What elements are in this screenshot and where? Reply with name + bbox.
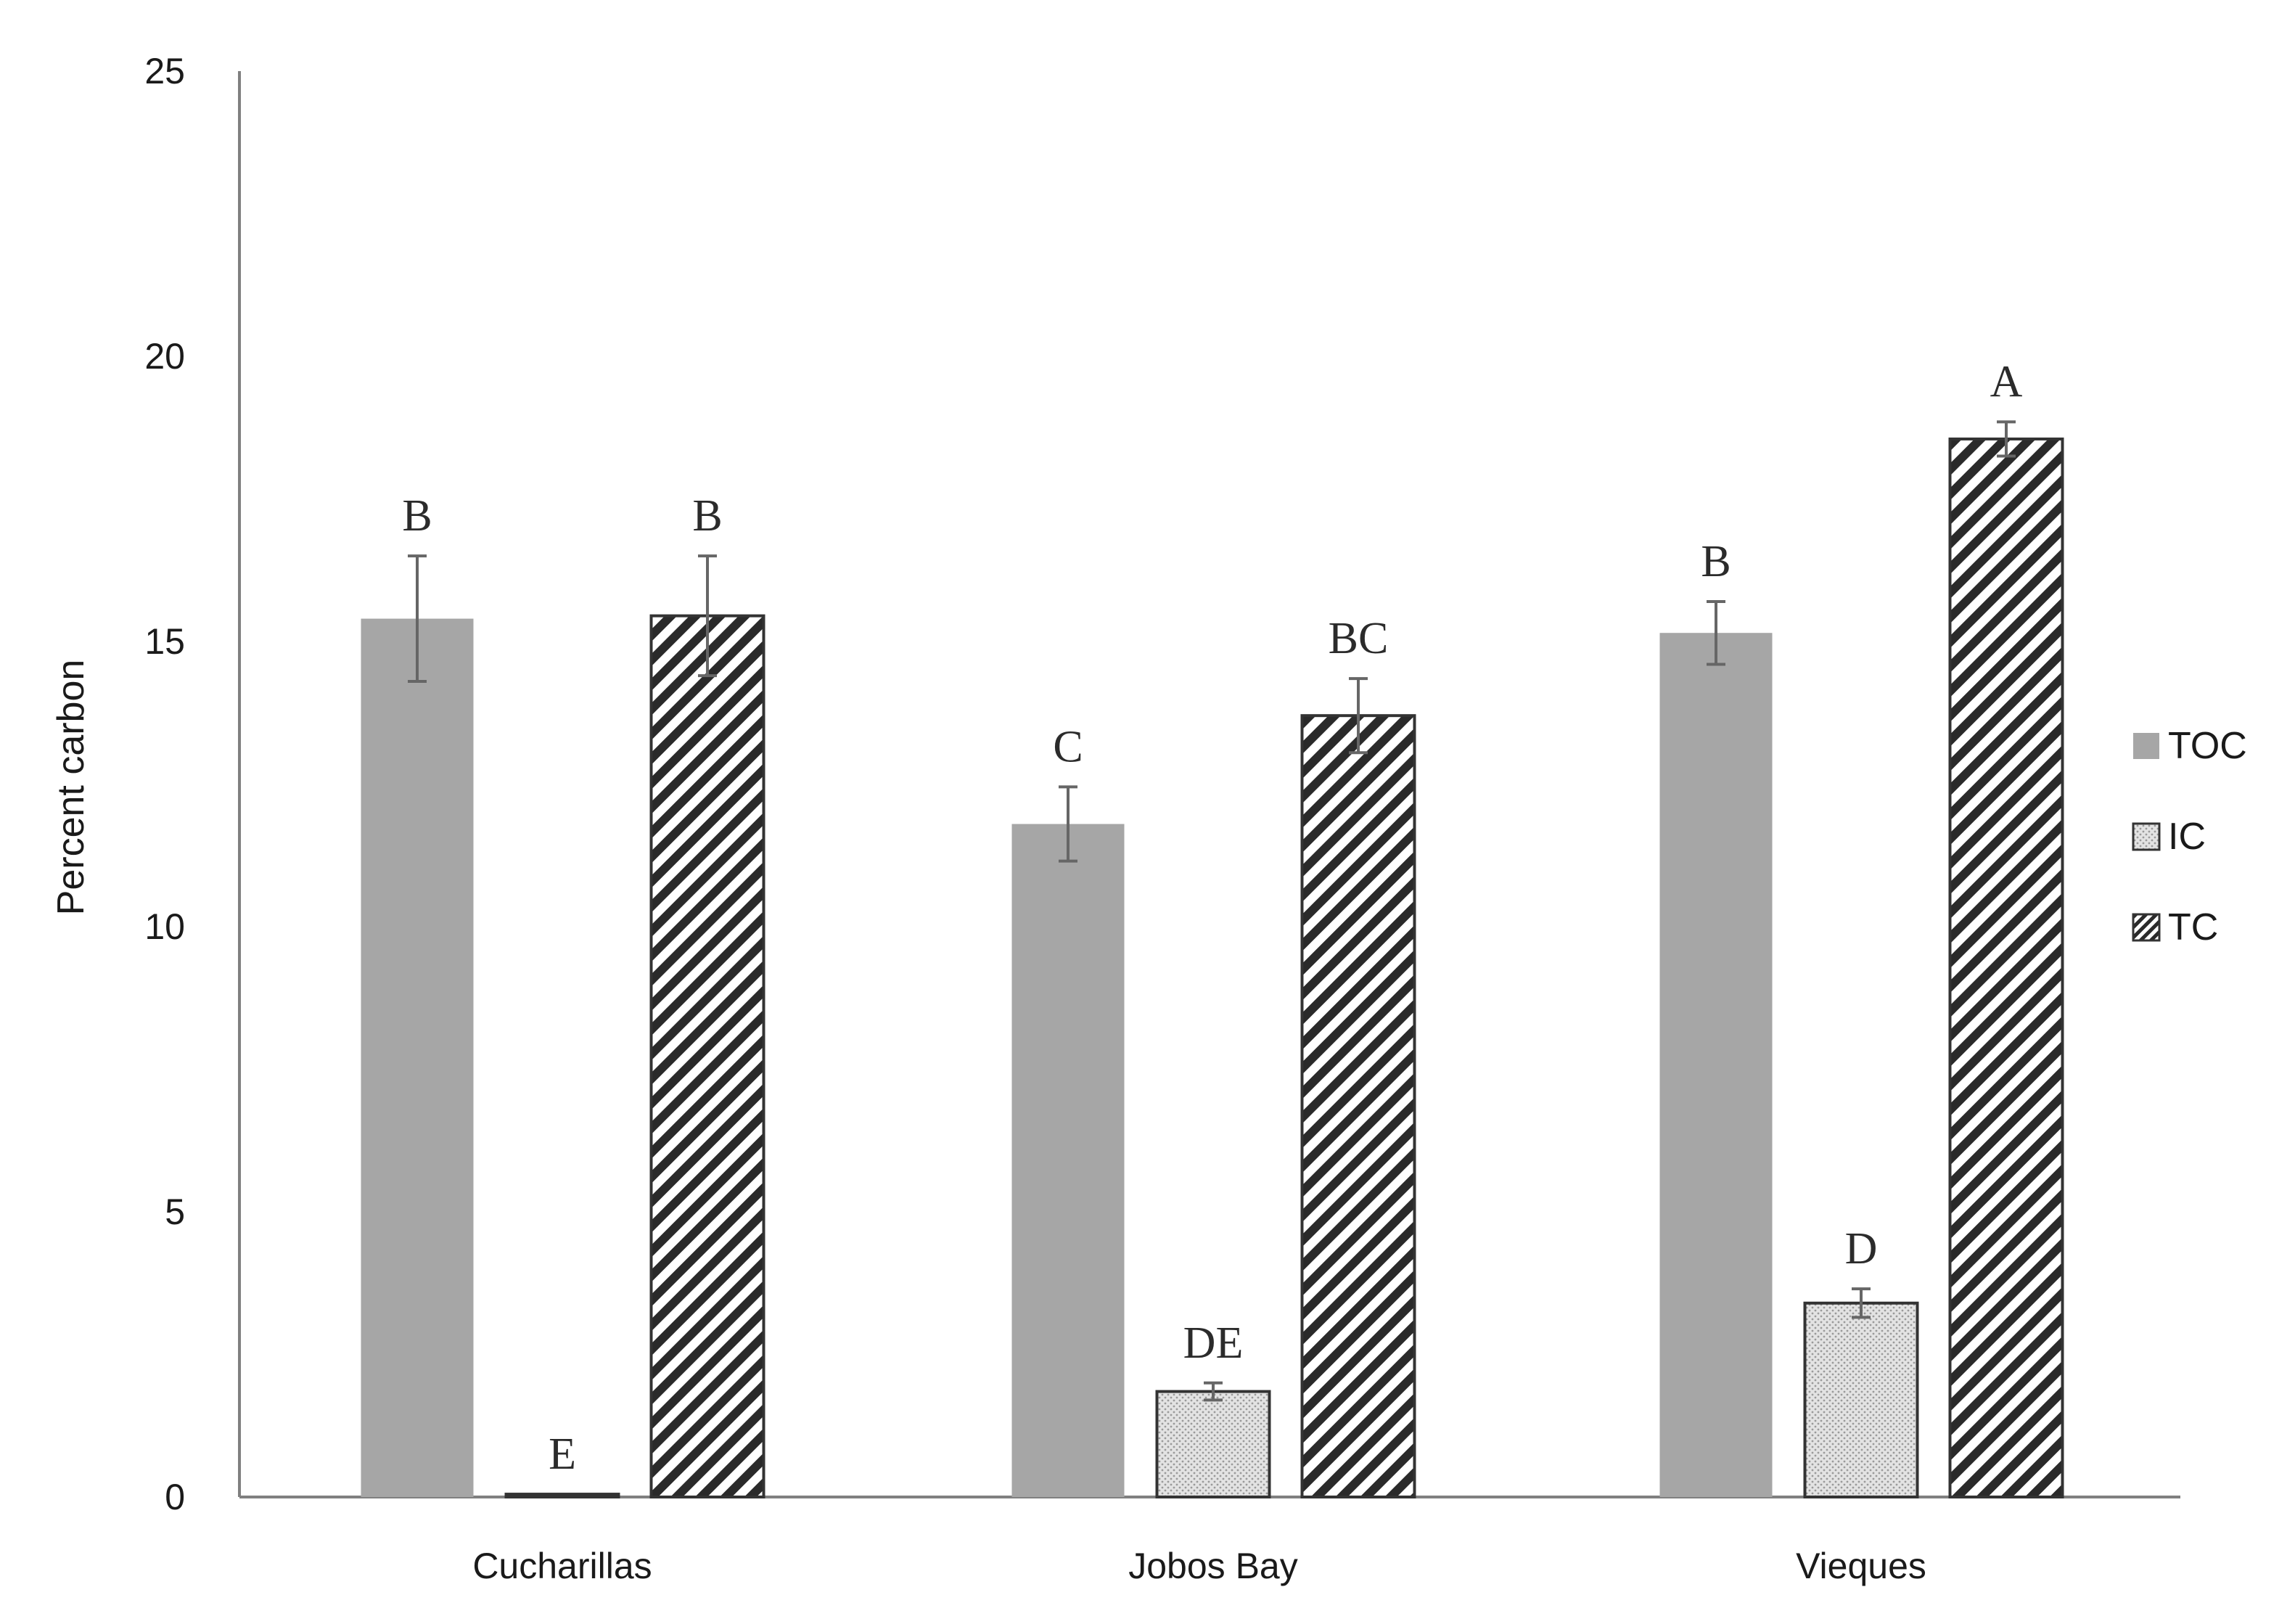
bar-tc-vieques [1948,437,2064,1498]
y-tick-label: 0 [165,1477,185,1517]
significance-letter: A [1990,357,2023,406]
bar-toc-cucharillas [361,618,474,1497]
y-tick-label: 25 [144,51,185,91]
y-tick-label: 15 [144,621,185,662]
significance-letter: B [1701,537,1731,586]
legend-label-tc: TC [2168,906,2218,948]
y-axis-title: Percent carbon [50,660,92,916]
legend-swatch-ic [2132,822,2161,851]
legend-swatch-toc [2133,733,2159,759]
significance-letter: D [1845,1224,1878,1274]
legend-swatch-tc [2132,913,2161,942]
y-tick-label: 20 [144,336,185,377]
significance-letter: C [1053,722,1083,771]
error-bars [408,420,2016,1402]
legend: TOC IC TC [2132,725,2247,948]
bar-ic-vieques [1803,1301,1919,1498]
y-tick-label: 5 [165,1192,185,1232]
x-tick-label: Cucharillas [472,1546,652,1586]
bar-toc-jobos-bay [1011,824,1125,1497]
y-tick-label: 10 [144,906,185,947]
y-axis: 0 5 10 15 20 25 [144,51,241,1517]
bar-tc-cucharillas [649,614,765,1498]
significance-letter: B [402,491,432,541]
x-axis: Cucharillas Jobos Bay Vieques [239,1496,2180,1586]
significance-letter: DE [1183,1319,1244,1368]
significance-letter: BC [1329,614,1389,663]
bar-ic-cucharillas [504,1493,620,1499]
bar-ic-jobos-bay [1155,1390,1271,1498]
legend-label-ic: IC [2168,816,2206,858]
x-tick-label: Vieques [1796,1546,1926,1586]
bar-toc-vieques [1659,633,1773,1498]
legend-label-toc: TOC [2168,725,2247,767]
x-tick-label: Jobos Bay [1128,1546,1297,1586]
bar-tc-jobos-bay [1300,714,1416,1498]
significance-letter: B [692,491,722,541]
significance-letter: E [549,1430,576,1479]
bars [361,437,2064,1499]
